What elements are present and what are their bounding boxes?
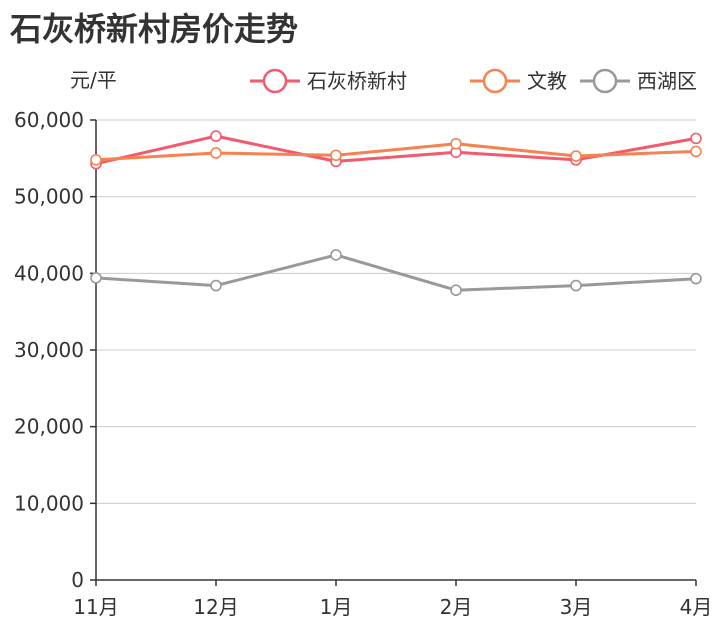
y-tick-label: 10,000 xyxy=(14,491,84,515)
x-tick-label: 4月 xyxy=(680,595,713,619)
data-point xyxy=(210,147,222,159)
data-point xyxy=(330,149,342,162)
data-point xyxy=(570,279,582,292)
y-tick-label: 30,000 xyxy=(14,338,84,362)
data-point xyxy=(90,154,102,166)
x-tick-label: 11月 xyxy=(73,595,118,619)
data-point xyxy=(210,130,222,142)
x-tick-label: 2月 xyxy=(440,595,473,619)
y-tick-label: 50,000 xyxy=(14,185,84,209)
x-axis-ticks: 11月 12月 1月 2月 3月 4月 xyxy=(73,580,712,619)
legend-marker xyxy=(262,68,288,94)
chart-title: 石灰桥新村房价走势 xyxy=(10,10,299,48)
x-tick-label: 1月 xyxy=(320,595,353,619)
data-point xyxy=(90,272,102,284)
data-point xyxy=(210,279,222,292)
legend: 石灰桥新村 文教 西湖区 xyxy=(250,68,697,94)
series-line-2 xyxy=(95,253,697,292)
grid-lines xyxy=(96,119,696,504)
legend-marker xyxy=(592,68,618,94)
data-point xyxy=(690,132,702,145)
data-point xyxy=(690,145,702,158)
series-lines xyxy=(95,134,697,292)
y-tick-label: 40,000 xyxy=(14,261,84,285)
legend-marker xyxy=(482,68,508,94)
x-tick-label: 12月 xyxy=(193,595,238,619)
legend-label: 石灰桥新村 xyxy=(307,69,407,93)
series-points xyxy=(90,130,702,297)
x-tick-label: 3月 xyxy=(560,595,593,619)
data-point xyxy=(570,150,582,162)
data-point xyxy=(450,137,462,150)
y-axis-unit-label: 元/平 xyxy=(70,68,117,92)
data-point xyxy=(450,284,462,297)
y-tick-label: 20,000 xyxy=(14,415,84,439)
series-line-1 xyxy=(95,142,697,162)
legend-label: 西湖区 xyxy=(637,69,697,93)
data-point xyxy=(330,249,342,261)
y-tick-label: 0 xyxy=(71,568,84,592)
y-axis-ticks: 0 10,000 20,000 30,000 40,000 50,000 60,000 xyxy=(14,108,96,592)
legend-label: 文教 xyxy=(527,69,567,93)
data-point xyxy=(690,272,702,285)
y-tick-label: 60,000 xyxy=(14,108,84,132)
